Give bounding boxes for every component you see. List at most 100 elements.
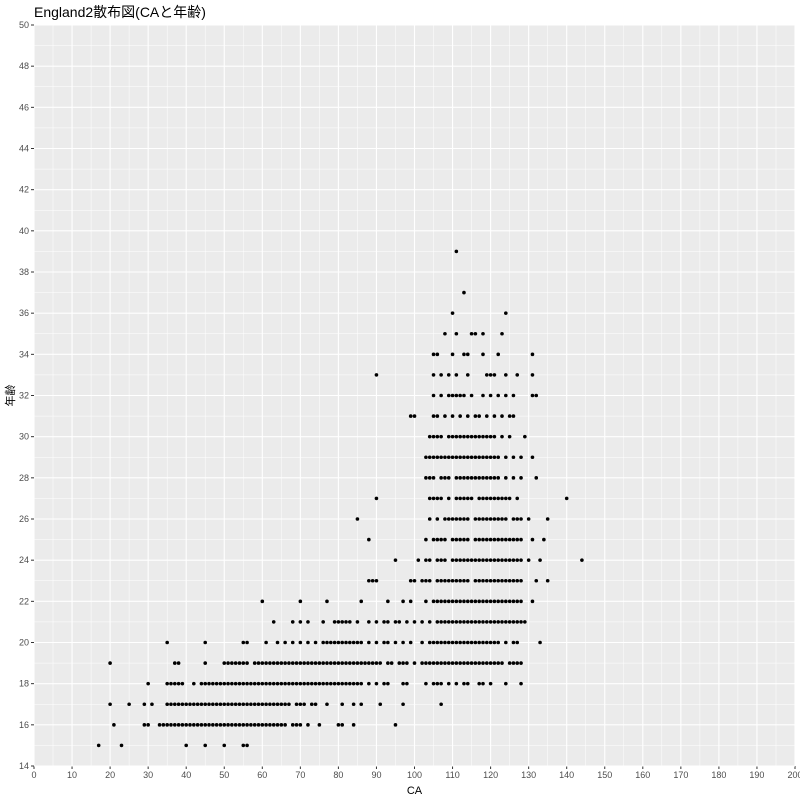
scatter-point [473,331,478,336]
scatter-point [309,702,314,707]
scatter-point [496,640,501,645]
scatter-point [446,578,451,583]
scatter-point [290,661,295,665]
scatter-point [313,702,318,707]
scatter-point [481,434,485,439]
scatter-point [431,414,436,418]
scatter-point [492,434,497,439]
scatter-point [127,702,131,707]
scatter-point [317,681,322,686]
scatter-point [504,640,508,645]
scatter-point [241,640,246,645]
y-tick-label: 22 [19,596,29,606]
scatter-point [256,661,261,665]
scatter-point [287,702,291,707]
scatter-point [492,558,497,562]
scatter-point [462,640,466,645]
scatter-point [504,517,508,521]
scatter-point [435,455,440,460]
scatter-point [351,661,356,665]
scatter-point [496,517,501,521]
scatter-point [488,476,493,480]
scatter-point [469,620,474,624]
scatter-point [336,661,341,665]
scatter-point [484,640,489,645]
scatter-point [462,434,466,439]
scatter-point [454,517,459,521]
scatter-point [446,599,451,604]
scatter-point [431,496,436,501]
scatter-point [500,599,504,604]
scatter-point [169,723,173,727]
scatter-point [496,476,501,480]
scatter-point [401,681,405,686]
scatter-point [473,476,478,480]
scatter-point [172,681,177,686]
scatter-point [462,661,466,665]
scatter-point [465,434,470,439]
y-tick-label: 24 [19,555,29,565]
scatter-point [233,661,238,665]
scatter-point [496,455,501,460]
scatter-point [507,434,512,439]
scatter-point [458,393,462,398]
x-tick-label: 70 [295,770,305,780]
scatter-point [424,661,428,665]
scatter-point [435,558,440,562]
scatter-point [367,578,371,583]
scatter-point [165,723,169,727]
scatter-point [446,496,451,501]
scatter-point [488,661,493,665]
scatter-point [313,640,318,645]
scatter-point [454,620,459,624]
scatter-point [184,743,188,748]
scatter-point [507,661,512,665]
scatter-point [439,599,443,604]
scatter-point [469,599,474,604]
scatter-point [511,414,516,418]
scatter-point [465,352,470,357]
scatter-point [450,620,455,624]
scatter-point [431,640,436,645]
scatter-point [431,434,436,439]
scatter-point [328,640,333,645]
scatter-point [435,640,440,645]
scatter-point [511,620,516,624]
scatter-point [393,723,398,727]
scatter-point [492,599,497,604]
scatter-point [454,558,459,562]
scatter-point [294,661,299,665]
scatter-point [492,537,497,542]
scatter-point [488,496,493,501]
scatter-point [496,496,501,501]
scatter-point [443,599,447,604]
scatter-point [462,352,466,357]
scatter-point [519,537,523,542]
scatter-point [446,661,451,665]
scatter-point [374,681,379,686]
scatter-point [488,578,493,583]
scatter-point [245,743,249,748]
scatter-point [351,681,356,686]
scatter-point [431,393,436,398]
scatter-point [283,702,287,707]
scatter-point [469,434,474,439]
scatter-point [271,620,276,624]
scatter-point [492,620,497,624]
x-tick-label: 40 [181,770,191,780]
scatter-point [515,496,520,501]
scatter-point [465,476,470,480]
scatter-point [313,681,318,686]
scatter-point [146,723,150,727]
scatter-point [214,723,219,727]
scatter-point [500,496,504,501]
scatter-point [439,558,443,562]
scatter-point [465,496,470,501]
scatter-point [359,702,364,707]
scatter-point [481,681,485,686]
scatter-point [477,537,481,542]
scatter-point [477,661,481,665]
scatter-point [507,620,512,624]
x-tick-label: 120 [483,770,498,780]
scatter-point [325,599,329,604]
